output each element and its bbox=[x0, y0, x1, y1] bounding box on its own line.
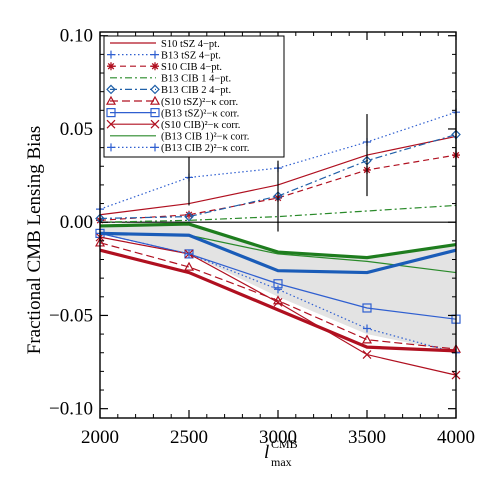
legend-marker-right-7 bbox=[150, 119, 160, 129]
legend-marker-left-4 bbox=[106, 84, 116, 95]
y-tick-label-3: 0.05 bbox=[60, 119, 93, 140]
y-tick-label-4: 0.10 bbox=[60, 26, 93, 47]
x-tick-label-2: 3000 bbox=[259, 427, 297, 448]
series-9-point-1 bbox=[185, 249, 193, 258]
thick-line-2 bbox=[99, 248, 457, 353]
series-line-3 bbox=[99, 204, 457, 223]
axes-frame: 2000 2500 3000 3500 4000 −0.10 −0.05 0.00 0.05 0.… bbox=[49, 26, 475, 448]
legend-marker-right-1 bbox=[151, 50, 159, 59]
x-tick-label-4: 4000 bbox=[437, 427, 475, 448]
series-line-9 bbox=[99, 232, 457, 354]
x-tick-label-3: 3500 bbox=[348, 427, 386, 448]
series-4-point-1 bbox=[184, 211, 194, 222]
legend-marker-left-6 bbox=[106, 107, 116, 118]
legend-label-5: (S10 tSZ)²−κ corr. bbox=[161, 97, 238, 108]
x-axis-label-sup: CMB bbox=[271, 437, 298, 451]
legend-box bbox=[103, 35, 285, 158]
series-line-5 bbox=[99, 242, 457, 350]
legend-marker-right-2 bbox=[151, 62, 159, 71]
x-axis-label-main: l bbox=[264, 442, 269, 463]
y-axis-label: Fractional CMB Lensing Bias bbox=[24, 126, 45, 355]
legend-marker-left-2 bbox=[107, 62, 115, 71]
series-9-point-3 bbox=[363, 324, 371, 333]
legend-marker-left-1 bbox=[107, 50, 115, 59]
legend-marker-left-9 bbox=[107, 143, 115, 152]
series-5-point-1 bbox=[183, 261, 195, 271]
series-7-point-2 bbox=[273, 297, 283, 307]
legend: S10 tSZ 4−pt.B13 tSZ 4−pt.S10 CIB 4−pt.B… bbox=[103, 35, 285, 158]
legend-label-1: B13 tSZ 4−pt. bbox=[161, 50, 221, 61]
y-tick-label-1: −0.05 bbox=[49, 305, 93, 326]
series-5-point-3 bbox=[361, 334, 373, 344]
legend-label-0: S10 tSZ 4−pt. bbox=[161, 39, 220, 50]
legend-label-8: (B13 CIB 1)²−κ corr. bbox=[161, 132, 249, 143]
series-layer bbox=[94, 108, 462, 380]
series-line-2 bbox=[99, 154, 457, 221]
legend-label-2: S10 CIB 4−pt. bbox=[161, 62, 222, 73]
legend-marker-right-9 bbox=[151, 143, 159, 152]
legend-label-7: (S10 CIB)²−κ corr. bbox=[161, 120, 240, 131]
x-tick-label-0: 2000 bbox=[81, 427, 119, 448]
legend-marker-left-5 bbox=[105, 95, 117, 105]
x-axis-label: l bbox=[264, 442, 269, 463]
x-tick-label-1: 2500 bbox=[170, 427, 208, 448]
legend-marker-right-6 bbox=[150, 107, 160, 118]
y-tick-label-2: 0.00 bbox=[60, 212, 93, 233]
thick-line-1 bbox=[99, 222, 457, 260]
legend-label-6: (B13 tSZ)²−κ corr. bbox=[161, 108, 239, 119]
series-9-point-2 bbox=[274, 285, 282, 294]
legend-label-3: B13 CIB 1 4−pt. bbox=[161, 74, 231, 85]
legend-marker-right-4 bbox=[150, 84, 160, 95]
y-tick-label-0: −0.10 bbox=[49, 399, 93, 420]
series-2-point-1 bbox=[185, 210, 193, 219]
series-6-point-3 bbox=[362, 303, 372, 313]
series-line-1 bbox=[99, 111, 457, 210]
x-axis-label-sub: max bbox=[271, 455, 292, 469]
legend-marker-left-7 bbox=[106, 119, 116, 129]
series-7-point-3 bbox=[362, 350, 372, 360]
legend-label-9: (B13 CIB 2)²−κ corr. bbox=[161, 143, 249, 154]
thick-line-0 bbox=[99, 231, 457, 275]
legend-label-4: B13 CIB 2 4−pt. bbox=[161, 85, 231, 96]
legend-marker-right-5 bbox=[149, 95, 161, 105]
